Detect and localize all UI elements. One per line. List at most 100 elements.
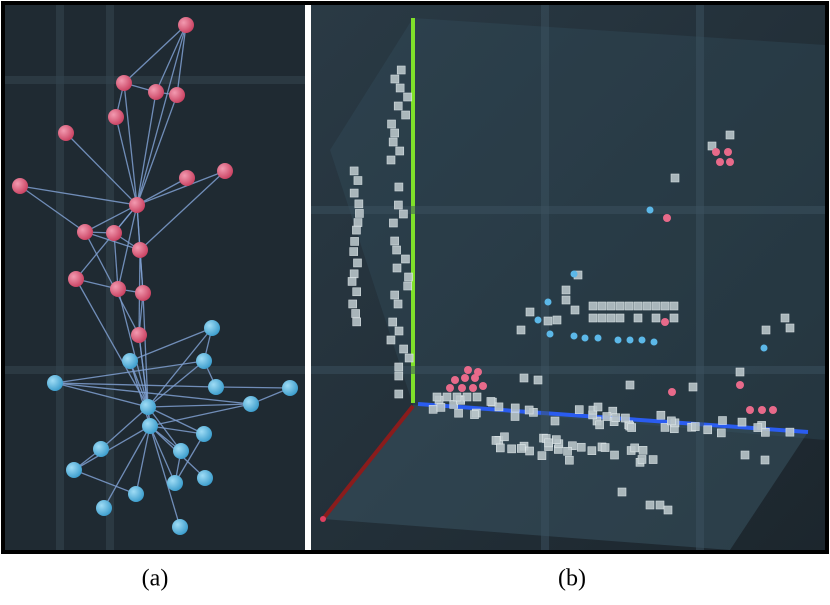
- cube: [544, 438, 553, 448]
- cube: [401, 254, 410, 264]
- cube: [561, 295, 571, 305]
- cube: [606, 301, 616, 311]
- scatter-3d: [311, 5, 825, 550]
- point-red: [724, 148, 732, 156]
- cube: [428, 405, 438, 414]
- cube: [574, 405, 584, 414]
- cube: [597, 313, 607, 323]
- cube: [740, 450, 750, 460]
- cube: [495, 443, 505, 453]
- cube: [780, 313, 790, 323]
- cube: [349, 188, 359, 198]
- cube: [597, 301, 607, 311]
- network-graph: [5, 5, 305, 550]
- edge: [147, 406, 182, 452]
- cube: [354, 199, 364, 209]
- point-red: [446, 384, 454, 392]
- edge: [84, 204, 138, 233]
- cube: [533, 375, 543, 385]
- cube: [670, 173, 680, 183]
- cube: [610, 450, 619, 460]
- cube: [394, 389, 404, 399]
- cube: [524, 405, 534, 415]
- cube: [392, 245, 401, 255]
- cube: [637, 455, 647, 464]
- node-red: [131, 327, 147, 343]
- edge: [215, 386, 291, 389]
- edge: [123, 24, 187, 84]
- point-red: [451, 376, 459, 384]
- cube: [655, 500, 665, 510]
- cube: [753, 423, 763, 432]
- cube: [667, 416, 676, 426]
- point-red: [716, 158, 724, 166]
- cube: [355, 209, 364, 218]
- edge: [149, 425, 205, 435]
- edge: [123, 82, 138, 206]
- edge: [155, 24, 187, 93]
- cube: [394, 182, 404, 192]
- cube: [561, 285, 571, 295]
- edge: [136, 94, 178, 206]
- cube: [507, 444, 516, 454]
- cube: [588, 313, 598, 323]
- cube: [633, 313, 643, 323]
- cube: [550, 416, 560, 426]
- edge: [117, 204, 138, 290]
- cube: [570, 305, 580, 315]
- node-blue: [140, 399, 156, 415]
- cube: [442, 392, 452, 402]
- point-blue: [534, 316, 542, 324]
- cube: [390, 74, 400, 84]
- cube: [606, 313, 616, 323]
- cube: [388, 137, 398, 147]
- node-blue: [47, 375, 63, 391]
- point-red: [758, 406, 766, 414]
- node-blue: [93, 441, 109, 457]
- point-blue: [626, 336, 634, 344]
- edge: [176, 24, 187, 96]
- point-red: [464, 366, 472, 374]
- node-red: [77, 224, 93, 240]
- node-red: [178, 17, 194, 33]
- cube: [348, 299, 358, 309]
- node-red: [217, 163, 233, 179]
- node-red: [106, 225, 122, 241]
- cube: [395, 83, 405, 93]
- edge: [54, 360, 205, 384]
- cube: [638, 446, 648, 455]
- cube: [718, 416, 727, 425]
- cube: [386, 335, 396, 345]
- node-red: [129, 197, 145, 213]
- point-blue: [581, 334, 589, 342]
- cube: [761, 325, 771, 335]
- point-blue: [614, 336, 622, 344]
- cube: [389, 218, 398, 228]
- cube: [660, 423, 670, 432]
- cube: [669, 301, 679, 311]
- edge: [149, 425, 181, 528]
- node-blue: [173, 443, 189, 459]
- edge: [147, 360, 205, 408]
- point-red: [663, 214, 671, 222]
- node-red: [169, 87, 185, 103]
- edge: [54, 382, 252, 405]
- point-red: [461, 374, 469, 382]
- cube: [621, 413, 630, 423]
- point-blue: [638, 336, 646, 344]
- cube: [432, 392, 442, 402]
- cube: [663, 505, 673, 515]
- cube: [660, 301, 670, 311]
- edge: [115, 116, 138, 206]
- cube: [537, 451, 547, 460]
- cube: [510, 403, 520, 413]
- edge: [75, 204, 138, 280]
- point-red: [469, 384, 477, 392]
- cube: [651, 313, 661, 323]
- edge: [129, 327, 213, 362]
- cube: [725, 130, 735, 140]
- edge: [113, 232, 119, 290]
- cube: [630, 443, 639, 453]
- cube: [735, 367, 745, 377]
- cube: [494, 402, 504, 412]
